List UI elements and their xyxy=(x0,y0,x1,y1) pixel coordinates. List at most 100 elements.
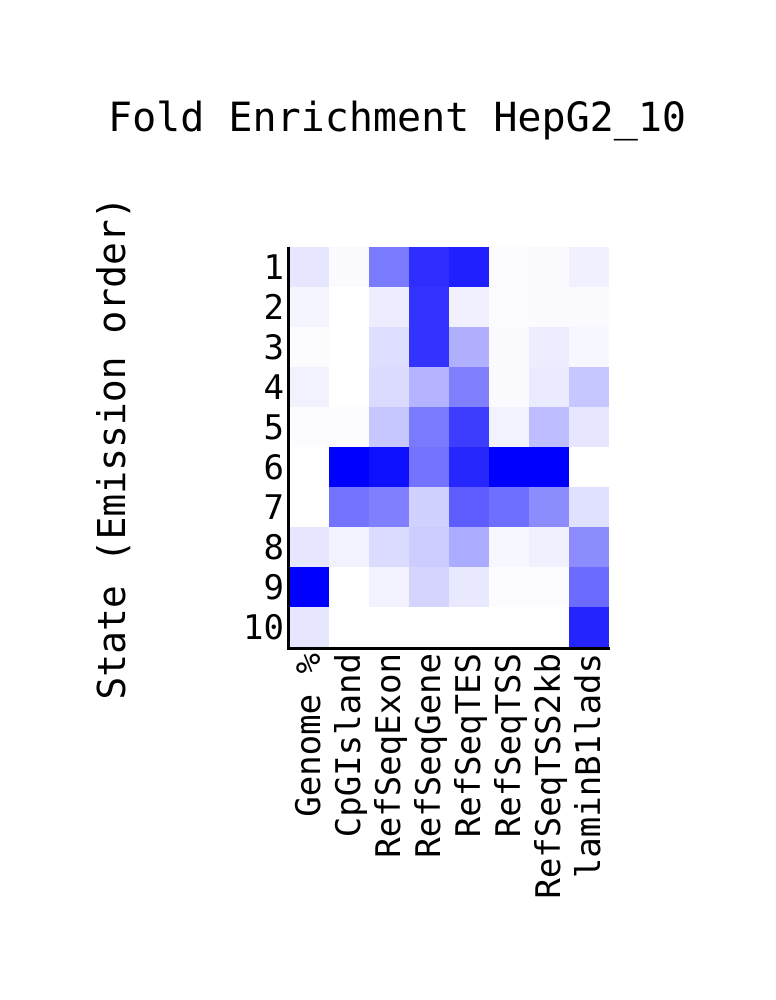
heatmap-cell xyxy=(409,567,449,607)
heatmap-cell xyxy=(409,487,449,527)
heatmap-cell xyxy=(409,247,449,287)
heatmap-cell xyxy=(449,247,489,287)
heatmap-cell xyxy=(329,447,369,487)
heatmap-cell xyxy=(489,567,529,607)
heatmap-cell xyxy=(409,367,449,407)
heatmap-cell xyxy=(449,527,489,567)
heatmap-cell xyxy=(569,487,609,527)
heatmap-cell xyxy=(529,247,569,287)
heatmap-cell xyxy=(409,287,449,327)
heatmap-cell xyxy=(529,327,569,367)
heatmap-cell xyxy=(369,367,409,407)
heatmap-cell xyxy=(289,487,329,527)
heatmap-cell xyxy=(289,527,329,567)
y-tick-label: 2 xyxy=(264,288,284,328)
heatmap-cell xyxy=(489,527,529,567)
x-tick-label: CpGIsland xyxy=(329,653,369,837)
heatmap-cell xyxy=(289,607,329,647)
heatmap-cell xyxy=(329,287,369,327)
heatmap-cell xyxy=(489,487,529,527)
heatmap-cell xyxy=(529,367,569,407)
heatmap-cells xyxy=(289,247,609,647)
y-tick-label: 3 xyxy=(264,328,284,368)
heatmap-cell xyxy=(489,327,529,367)
heatmap-cell xyxy=(289,447,329,487)
x-tick-label: RefSeqTSS xyxy=(489,653,529,837)
heatmap-cell xyxy=(369,327,409,367)
heatmap-cell xyxy=(409,447,449,487)
heatmap-cell xyxy=(569,527,609,567)
heatmap-cell xyxy=(449,607,489,647)
heatmap-cell xyxy=(449,407,489,447)
heatmap-cell xyxy=(569,407,609,447)
heatmap-cell xyxy=(529,447,569,487)
heatmap-cell xyxy=(409,607,449,647)
heatmap-cell xyxy=(529,567,569,607)
heatmap-cell xyxy=(289,367,329,407)
heatmap-cell xyxy=(369,607,409,647)
heatmap-cell xyxy=(489,287,529,327)
y-tick-label: 4 xyxy=(264,368,284,408)
x-tick-label: RefSeqTSS2kb xyxy=(529,653,569,899)
heatmap-cell xyxy=(329,407,369,447)
heatmap-cell xyxy=(369,487,409,527)
heatmap-cell xyxy=(329,487,369,527)
heatmap-cell xyxy=(449,487,489,527)
x-tick-labels: Genome % CpGIsland RefSeqExon RefSeqGene Ref… xyxy=(289,653,609,899)
heatmap-cell xyxy=(409,527,449,567)
heatmap-cell xyxy=(449,567,489,607)
heatmap-cell xyxy=(329,367,369,407)
heatmap-cell xyxy=(449,367,489,407)
heatmap-cell xyxy=(569,367,609,407)
x-tick-label: Genome % xyxy=(289,653,329,817)
heatmap-cell xyxy=(529,487,569,527)
y-tick-label: 9 xyxy=(264,568,284,608)
heatmap-cell xyxy=(449,327,489,367)
heatmap-cell xyxy=(289,407,329,447)
heatmap-cell xyxy=(529,407,569,447)
heatmap-cell xyxy=(569,287,609,327)
heatmap-cell xyxy=(289,567,329,607)
chart-title: Fold Enrichment HepG2_10 xyxy=(108,95,686,141)
heatmap-cell xyxy=(489,407,529,447)
heatmap-cell xyxy=(529,607,569,647)
heatmap-cell xyxy=(329,607,369,647)
heatmap-cell xyxy=(409,407,449,447)
heatmap-cell xyxy=(489,367,529,407)
heatmap-cell xyxy=(369,247,409,287)
heatmap-cell xyxy=(329,327,369,367)
heatmap-cell xyxy=(369,447,409,487)
x-tick-label: RefSeqExon xyxy=(369,653,409,858)
heatmap-cell xyxy=(369,527,409,567)
heatmap-cell xyxy=(289,327,329,367)
heatmap-cell xyxy=(489,247,529,287)
heatmap-cell xyxy=(569,247,609,287)
heatmap-cell xyxy=(489,607,529,647)
heatmap-cell xyxy=(329,527,369,567)
heatmap-cell xyxy=(409,327,449,367)
heatmap-cell xyxy=(489,447,529,487)
y-tick-label: 8 xyxy=(264,528,284,568)
y-tick-label: 7 xyxy=(264,488,284,528)
x-tick-label: laminB1lads xyxy=(569,653,609,878)
heatmap-cell xyxy=(529,287,569,327)
heatmap-cell xyxy=(369,407,409,447)
y-tick-label: 5 xyxy=(264,408,284,448)
heatmap-cell xyxy=(569,607,609,647)
y-tick-label: 6 xyxy=(264,448,284,488)
heatmap-cell xyxy=(449,287,489,327)
heatmap-cell xyxy=(369,287,409,327)
heatmap-cell xyxy=(529,527,569,567)
heatmap-cell xyxy=(369,567,409,607)
heatmap-cell xyxy=(289,247,329,287)
heatmap-cell xyxy=(329,247,369,287)
y-tick-label: 10 xyxy=(243,608,284,648)
y-tick-label: 1 xyxy=(264,248,284,288)
heatmap-cell xyxy=(329,567,369,607)
x-tick-label: RefSeqGene xyxy=(409,653,449,858)
heatmap-cell xyxy=(449,447,489,487)
heatmap-cell xyxy=(289,287,329,327)
heatmap-cell xyxy=(569,447,609,487)
